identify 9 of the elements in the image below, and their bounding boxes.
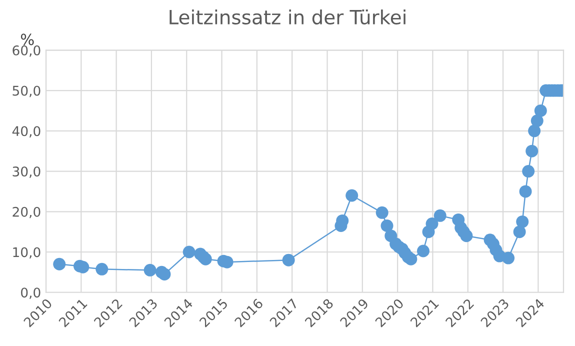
y-tick-label: 30,0 bbox=[12, 166, 40, 178]
chart-title: Leitzinssatz in der Türkei bbox=[170, 9, 406, 24]
y-tick-label: 60,0 bbox=[12, 45, 40, 57]
y-axis-title: % bbox=[20, 34, 34, 46]
y-tick-label: 50,0 bbox=[12, 86, 40, 98]
y-tick-label: 0,0 bbox=[21, 288, 40, 299]
y-tick-label: 10,0 bbox=[13, 247, 40, 259]
y-tick-label: 20,0 bbox=[12, 206, 40, 218]
y-tick-label: 40,0 bbox=[12, 126, 40, 138]
